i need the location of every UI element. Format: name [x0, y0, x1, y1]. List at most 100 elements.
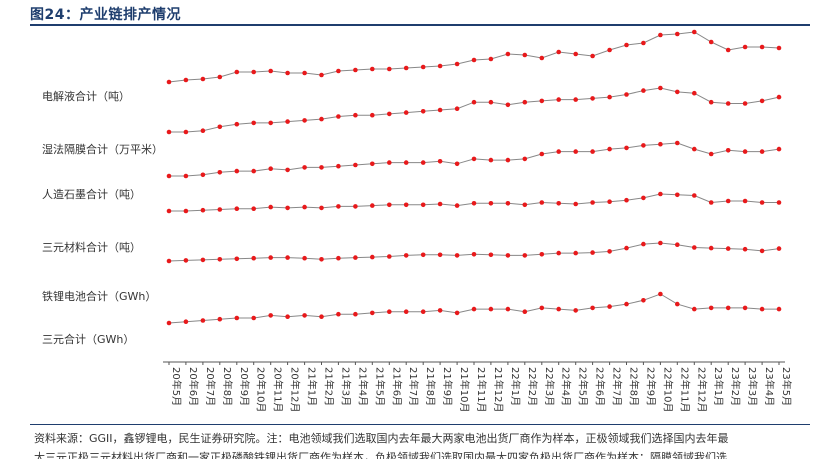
data-point-s0-22	[539, 55, 545, 61]
data-point-s3-19	[488, 201, 494, 206]
data-point-s2-18	[471, 156, 477, 162]
data-point-s5-14	[403, 309, 409, 315]
data-point-s2-29	[658, 141, 663, 147]
series-line-4	[168, 242, 780, 262]
data-point-s3-1	[183, 208, 189, 214]
data-point-s3-10	[336, 204, 341, 209]
data-point-s4-9	[319, 257, 324, 262]
x-tick-label-16: 21年9月	[441, 367, 454, 406]
data-point-s0-10	[336, 68, 341, 74]
data-point-s4-3	[217, 257, 223, 262]
data-point-s1-23	[556, 97, 561, 102]
data-point-s5-20	[505, 306, 511, 312]
title-rule	[30, 24, 810, 26]
x-tick-label-31: 22年12月	[695, 367, 708, 412]
x-tick-label-13: 21年6月	[390, 367, 403, 406]
data-point-s2-23	[556, 149, 561, 154]
x-tick-label-26: 22年7月	[611, 367, 624, 406]
data-point-s5-6	[268, 313, 274, 318]
data-point-s1-22	[539, 98, 545, 104]
data-point-s2-25	[590, 149, 595, 154]
data-point-s3-3	[217, 207, 223, 212]
x-tick-label-11: 21年4月	[356, 367, 369, 406]
data-point-s4-12	[370, 254, 375, 260]
data-point-s1-9	[319, 116, 324, 122]
data-point-s0-17	[454, 61, 460, 67]
data-point-s4-25	[590, 250, 595, 255]
data-point-s1-19	[488, 99, 494, 105]
data-point-s3-21	[522, 202, 528, 208]
data-point-s0-14	[403, 65, 409, 71]
data-point-s2-0	[166, 173, 172, 179]
data-point-s2-22	[539, 151, 545, 157]
data-point-s2-34	[742, 149, 748, 154]
data-point-s3-17	[454, 203, 460, 208]
x-tick-label-2: 20年7月	[204, 367, 217, 406]
data-point-s2-3	[217, 170, 223, 175]
data-point-s2-5	[251, 168, 256, 174]
data-point-s0-28	[641, 40, 646, 46]
data-point-s5-36	[776, 306, 782, 312]
data-point-s0-16	[437, 63, 443, 69]
data-point-s1-13	[387, 111, 392, 117]
data-point-s1-20	[505, 102, 511, 108]
x-tick-label-19: 21年12月	[492, 367, 505, 412]
data-point-s3-0	[166, 208, 172, 214]
data-point-s4-2	[200, 257, 206, 263]
data-point-s0-23	[556, 49, 561, 55]
x-tick-label-17: 21年10月	[458, 367, 471, 412]
x-tick-label-4: 20年9月	[238, 367, 251, 406]
data-point-s3-31	[692, 193, 697, 198]
data-point-s3-16	[437, 201, 443, 207]
data-point-s5-19	[488, 306, 494, 312]
data-point-s1-14	[403, 110, 409, 115]
x-tick-label-20: 22年1月	[509, 367, 522, 406]
data-point-s0-25	[590, 53, 595, 59]
data-point-s3-36	[776, 200, 782, 205]
x-tick-label-25: 22年6月	[594, 367, 607, 406]
x-tick-label-18: 21年11月	[475, 367, 488, 412]
data-point-s2-14	[403, 160, 409, 165]
data-point-s5-10	[336, 311, 341, 317]
data-point-s4-19	[488, 252, 494, 258]
data-point-s1-2	[200, 128, 206, 133]
data-point-s2-15	[420, 160, 426, 165]
data-point-s3-20	[505, 201, 511, 206]
data-point-s1-25	[590, 96, 595, 101]
data-point-s0-18	[471, 57, 477, 63]
data-point-s1-33	[725, 101, 731, 106]
data-point-s4-6	[268, 255, 274, 260]
data-point-s0-30	[675, 31, 680, 37]
data-point-s2-11	[353, 162, 358, 168]
figure-title: 图24：产业链排产情况	[30, 7, 181, 23]
data-point-s3-13	[387, 202, 392, 208]
data-point-s0-13	[387, 66, 392, 72]
data-point-s1-34	[742, 101, 748, 106]
data-point-s2-36	[776, 146, 782, 152]
series-label-1: 湿法隔膜合计（万平米）	[42, 142, 163, 156]
data-point-s3-18	[471, 201, 477, 206]
data-point-s5-4	[234, 315, 240, 321]
data-point-s5-34	[742, 305, 748, 311]
data-point-s2-1	[183, 173, 189, 179]
data-point-s0-33	[725, 47, 731, 53]
x-tick-label-15: 21年8月	[424, 367, 437, 406]
data-point-s5-24	[573, 308, 578, 313]
data-point-s2-31	[692, 146, 697, 152]
series-label-5: 三元合计（GWh）	[42, 332, 134, 346]
data-point-s3-22	[539, 200, 545, 205]
x-tick-label-5: 20年10月	[255, 367, 268, 412]
data-point-s4-28	[641, 241, 646, 247]
data-point-s3-24	[573, 201, 578, 207]
data-point-s2-12	[370, 161, 375, 167]
data-point-s3-26	[607, 199, 612, 204]
data-point-s3-32	[708, 200, 714, 205]
data-point-s1-4	[234, 121, 240, 127]
data-point-s5-8	[302, 313, 307, 318]
x-tick-label-32: 23年1月	[712, 367, 725, 406]
data-point-s5-30	[675, 301, 680, 307]
data-point-s3-6	[268, 204, 274, 210]
data-point-s5-3	[217, 316, 223, 322]
data-point-s0-11	[353, 67, 358, 73]
data-point-s4-13	[387, 254, 392, 259]
